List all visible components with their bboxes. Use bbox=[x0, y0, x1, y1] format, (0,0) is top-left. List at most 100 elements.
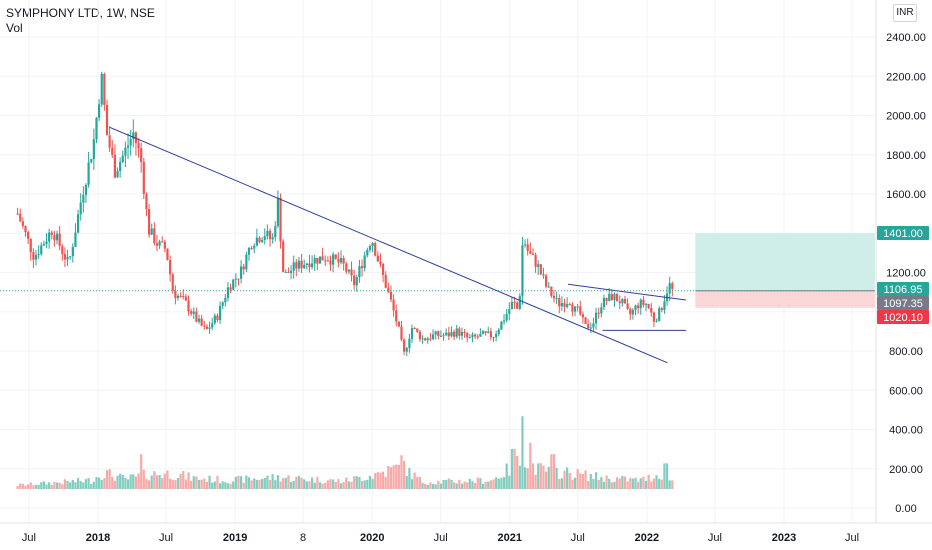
volume-bar bbox=[568, 473, 571, 489]
volume-bar bbox=[608, 478, 611, 489]
candle-body bbox=[100, 73, 103, 105]
volume-bar bbox=[284, 477, 287, 489]
candle-body bbox=[239, 266, 243, 279]
volume-bars bbox=[16, 416, 674, 489]
volume-bar bbox=[545, 471, 548, 489]
volume-bar bbox=[460, 483, 464, 489]
volume-bar bbox=[218, 483, 222, 489]
volume-bar bbox=[40, 482, 43, 489]
volume-bar bbox=[234, 476, 237, 489]
volume-bar bbox=[360, 481, 364, 489]
volume-bar bbox=[416, 476, 419, 489]
volume-bar bbox=[108, 469, 111, 489]
candle-body bbox=[471, 334, 474, 338]
volume-bar bbox=[27, 484, 30, 489]
volume-bar bbox=[116, 475, 119, 489]
volume-bar bbox=[55, 482, 59, 489]
volume-bar bbox=[237, 475, 240, 489]
candle-body bbox=[116, 171, 119, 178]
candle-body bbox=[318, 256, 322, 264]
candle-body bbox=[276, 197, 280, 227]
candle-body bbox=[303, 264, 306, 269]
volume-bar bbox=[334, 481, 337, 489]
volume-bar bbox=[455, 483, 458, 489]
volume-bar bbox=[242, 482, 245, 489]
volume-bar bbox=[508, 475, 511, 489]
candle-body bbox=[55, 233, 59, 241]
candle-body bbox=[258, 237, 261, 243]
volume-bar bbox=[129, 474, 132, 489]
volume-bar bbox=[521, 416, 524, 489]
candle-body bbox=[29, 238, 32, 253]
candle-body bbox=[629, 308, 632, 315]
volume-bar bbox=[639, 478, 642, 489]
volume-bar bbox=[226, 483, 230, 489]
candle-body bbox=[263, 236, 266, 240]
time-tick-label: 8 bbox=[300, 532, 306, 544]
volume-bar bbox=[497, 478, 500, 489]
volume-bar bbox=[421, 482, 424, 489]
candle-body bbox=[155, 243, 159, 246]
volume-bar bbox=[50, 484, 53, 489]
volume-bar bbox=[37, 484, 40, 489]
candle-body bbox=[424, 338, 427, 341]
volume-bar bbox=[92, 481, 95, 489]
candle-body bbox=[195, 311, 198, 322]
candle-body bbox=[34, 254, 38, 260]
price-tag-target: 1401.00 bbox=[877, 226, 929, 240]
volume-bar bbox=[381, 471, 385, 489]
volume-bar bbox=[505, 463, 508, 489]
volume-bar bbox=[90, 483, 93, 489]
candle-body bbox=[374, 243, 377, 256]
volume-bar bbox=[147, 480, 151, 489]
candle-body bbox=[589, 327, 592, 329]
candle-body bbox=[147, 209, 151, 235]
candle-body bbox=[342, 258, 345, 264]
volume-bar bbox=[166, 470, 169, 489]
candle-body bbox=[474, 334, 477, 337]
volume-bar bbox=[516, 455, 519, 489]
candle-body bbox=[213, 315, 216, 324]
candle-body bbox=[403, 339, 406, 352]
volume-bar bbox=[174, 480, 177, 489]
candle-body bbox=[379, 261, 382, 264]
volume-bar bbox=[61, 484, 64, 489]
volume-bar bbox=[468, 478, 471, 489]
candle-body bbox=[658, 308, 661, 321]
volume-bar bbox=[389, 467, 393, 489]
volume-bar bbox=[529, 442, 532, 489]
candle-body bbox=[623, 299, 627, 304]
candle-body bbox=[579, 306, 582, 315]
volume-bar bbox=[258, 479, 261, 489]
volume-bar bbox=[358, 476, 361, 489]
candle-body bbox=[300, 260, 303, 269]
volume-bar bbox=[466, 482, 469, 489]
volume-bar bbox=[363, 480, 366, 489]
volume-bar bbox=[134, 476, 138, 489]
volume-bar bbox=[523, 467, 527, 489]
candle-body bbox=[345, 263, 348, 272]
candle-body bbox=[289, 270, 293, 274]
volume-bar bbox=[113, 480, 116, 489]
time-tick-label: 2023 bbox=[772, 532, 796, 544]
candle-body bbox=[639, 299, 642, 309]
candle-body bbox=[502, 320, 506, 322]
volume-bar bbox=[155, 475, 159, 489]
candle-body bbox=[513, 301, 516, 303]
candle-body bbox=[250, 248, 253, 250]
currency-button[interactable]: INR bbox=[893, 4, 917, 22]
candle-body bbox=[182, 295, 185, 297]
volume-bar bbox=[652, 478, 656, 489]
volume-bar bbox=[345, 477, 348, 489]
volume-bar bbox=[439, 483, 443, 489]
candle-body bbox=[208, 327, 211, 329]
candle-body bbox=[79, 202, 82, 215]
volume-bar bbox=[276, 475, 280, 489]
candle-body bbox=[410, 328, 414, 339]
candle-body bbox=[545, 275, 548, 287]
candle-body bbox=[558, 298, 561, 307]
candle-body bbox=[434, 331, 437, 335]
volume-bar bbox=[287, 475, 290, 489]
position-zones bbox=[695, 233, 875, 308]
